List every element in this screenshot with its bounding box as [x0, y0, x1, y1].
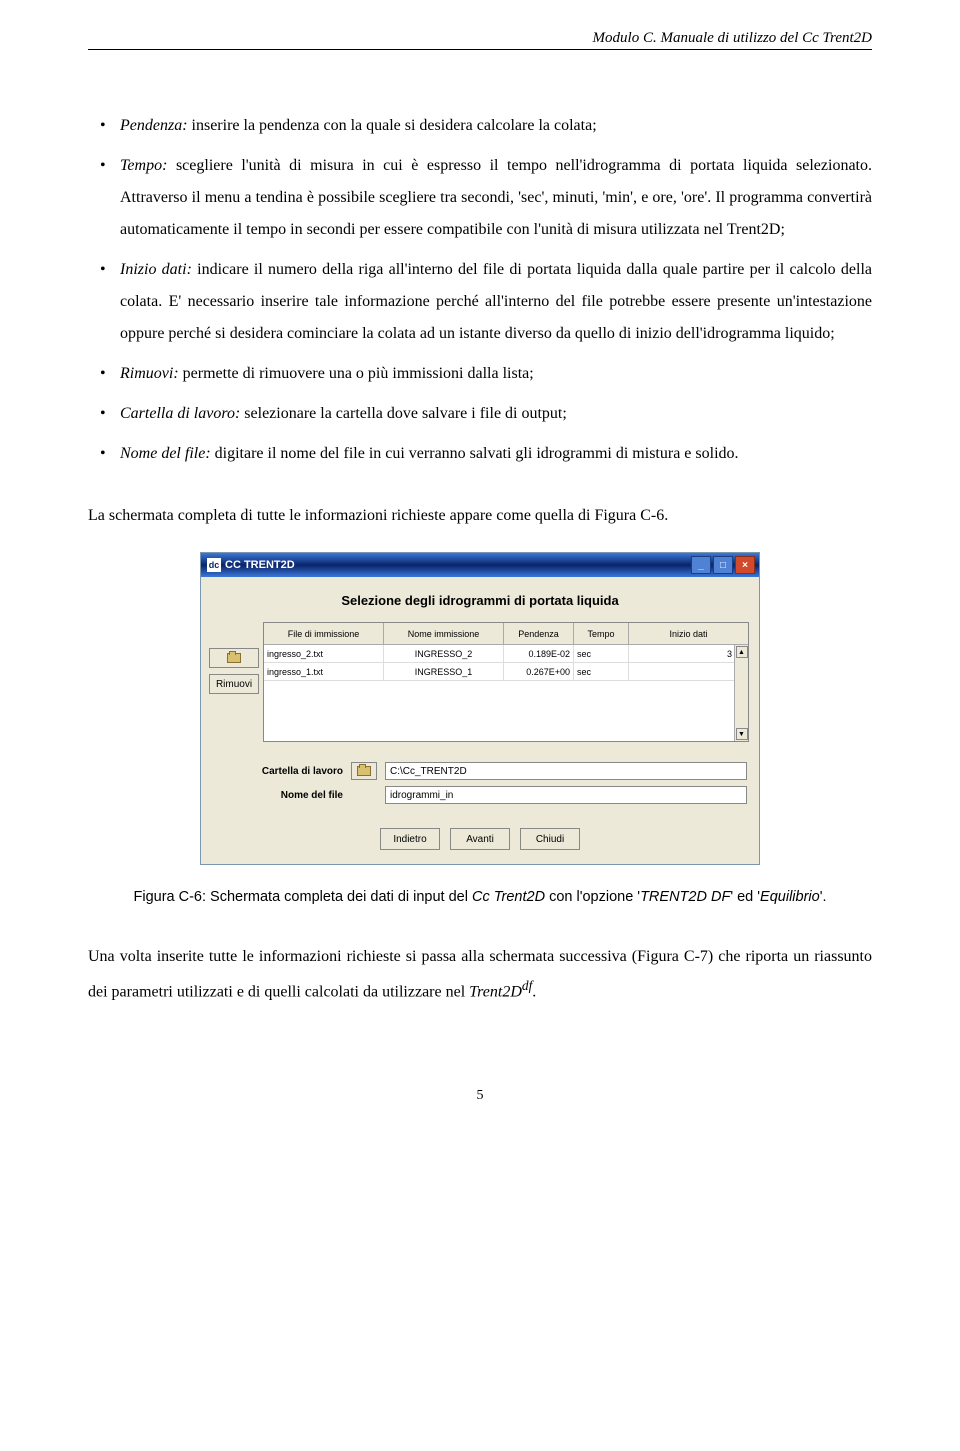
cell-inizio[interactable]: 3▲▼: [629, 645, 748, 662]
vertical-scrollbar[interactable]: ▲ ▼: [734, 645, 748, 741]
bullet-tempo: Tempo: scegliere l'unità di misura in cu…: [88, 150, 872, 246]
app-icon: dc: [207, 558, 221, 572]
cell-nome: INGRESSO_1: [384, 663, 504, 680]
bullet-text: permette di rimuovere una o più immissio…: [179, 365, 534, 382]
page-header: Modulo C. Manuale di utilizzo del Cc Tre…: [88, 0, 872, 50]
titlebar: dc CC TRENT2D _ □ ×: [201, 553, 759, 577]
label-nomefile: Nome del file: [213, 790, 343, 801]
dialog-section-title: Selezione degli idrogrammi di portata li…: [201, 577, 759, 622]
bullet-cartella: Cartella di lavoro: selezionare la carte…: [88, 398, 872, 430]
bullet-label: Rimuovi:: [120, 365, 179, 382]
scroll-down-icon[interactable]: ▼: [736, 728, 748, 740]
bullet-text: digitare il nome del file in cui verrann…: [211, 445, 739, 462]
figure-wrap: dc CC TRENT2D _ □ × Selezione degli idro…: [88, 552, 872, 865]
row-cartella: Cartella di lavoro C:\Cc_TRENT2D: [213, 762, 747, 780]
caption-italic: Equilibrio: [760, 889, 820, 905]
table-row[interactable]: ingresso_2.txt INGRESSO_2 0.189E-02 sec …: [264, 645, 748, 663]
para-sup: df: [522, 978, 532, 993]
table-row[interactable]: ingresso_1.txt INGRESSO_1 0.267E+00 sec …: [264, 663, 748, 681]
bullet-label: Nome del file:: [120, 445, 211, 462]
window-title: CC TRENT2D: [225, 559, 295, 571]
open-file-button[interactable]: [209, 648, 259, 668]
folder-icon: [227, 653, 241, 663]
caption-italic: TRENT2D DF: [640, 889, 730, 905]
bullet-label: Pendenza:: [120, 117, 188, 134]
indietro-button[interactable]: Indietro: [380, 828, 440, 850]
data-grid: File di immissione Nome immissione Pende…: [263, 622, 749, 742]
caption-text: con l'opzione ': [545, 889, 640, 905]
paragraph-closing: Una volta inserite tutte le informazioni…: [88, 941, 872, 1008]
cell-inizio[interactable]: 3: [629, 663, 748, 680]
grid-header: File di immissione Nome immissione Pende…: [264, 623, 748, 645]
cell-tempo[interactable]: sec: [574, 663, 629, 680]
close-button[interactable]: ×: [735, 556, 755, 574]
bullet-label: Cartella di lavoro:: [120, 405, 240, 422]
cell-pendenza: 0.267E+00: [504, 663, 574, 680]
cell-file: ingresso_2.txt: [264, 645, 384, 662]
caption-text: Figura C-6: Schermata completa dei dati …: [133, 889, 472, 905]
cell-pendenza: 0.189E-02: [504, 645, 574, 662]
bullet-pendenza: Pendenza: inserire la pendenza con la qu…: [88, 110, 872, 142]
chiudi-button[interactable]: Chiudi: [520, 828, 580, 850]
dialog-buttons: Indietro Avanti Chiudi: [201, 822, 759, 864]
cell-tempo[interactable]: sec: [574, 645, 629, 662]
caption-text: ' ed ': [730, 889, 760, 905]
figure-caption: Figura C-6: Schermata completa dei dati …: [88, 889, 872, 905]
form-area: Cartella di lavoro C:\Cc_TRENT2D Nome de…: [201, 742, 759, 822]
minimize-button[interactable]: _: [691, 556, 711, 574]
caption-text: '.: [820, 889, 827, 905]
maximize-button[interactable]: □: [713, 556, 733, 574]
cell-file: ingresso_1.txt: [264, 663, 384, 680]
label-cartella: Cartella di lavoro: [213, 766, 343, 777]
bullet-text: inserire la pendenza con la quale si des…: [188, 117, 597, 134]
side-buttons: Rimuovi: [209, 622, 259, 742]
bullet-list: Pendenza: inserire la pendenza con la qu…: [88, 110, 872, 470]
bullet-text: indicare il numero della riga all'intern…: [120, 261, 872, 342]
avanti-button[interactable]: Avanti: [450, 828, 510, 850]
para-italic: Trent2D: [469, 983, 522, 1000]
table-area: Rimuovi File di immissione Nome immissio…: [201, 622, 759, 742]
folder-icon: [357, 766, 371, 776]
input-nomefile[interactable]: idrogrammi_in: [385, 786, 747, 804]
rimuovi-button[interactable]: Rimuovi: [209, 674, 259, 694]
bullet-text: selezionare la cartella dove salvare i f…: [240, 405, 567, 422]
col-file: File di immissione: [264, 623, 384, 644]
bullet-text: scegliere l'unità di misura in cui è esp…: [120, 157, 872, 238]
browse-folder-button[interactable]: [351, 762, 377, 780]
window-controls: _ □ ×: [691, 556, 755, 574]
bullet-inizio-dati: Inizio dati: indicare il numero della ri…: [88, 254, 872, 350]
input-cartella[interactable]: C:\Cc_TRENT2D: [385, 762, 747, 780]
para-text: .: [532, 983, 536, 1000]
col-pendenza: Pendenza: [504, 623, 574, 644]
bullet-nomefile: Nome del file: digitare il nome del file…: [88, 438, 872, 470]
scroll-up-icon[interactable]: ▲: [736, 646, 748, 658]
cell-nome: INGRESSO_2: [384, 645, 504, 662]
row-nomefile: Nome del file idrogrammi_in: [213, 786, 747, 804]
caption-italic: Cc Trent2D: [472, 889, 545, 905]
col-inizio: Inizio dati: [629, 623, 748, 644]
bullet-label: Tempo:: [120, 157, 167, 174]
bullet-label: Inizio dati:: [120, 261, 192, 278]
app-window: dc CC TRENT2D _ □ × Selezione degli idro…: [200, 552, 760, 865]
paragraph-intro-figure: La schermata completa di tutte le inform…: [88, 500, 872, 532]
col-tempo: Tempo: [574, 623, 629, 644]
col-nome: Nome immissione: [384, 623, 504, 644]
bullet-rimuovi: Rimuovi: permette di rimuovere una o più…: [88, 358, 872, 390]
page-number: 5: [88, 1088, 872, 1124]
